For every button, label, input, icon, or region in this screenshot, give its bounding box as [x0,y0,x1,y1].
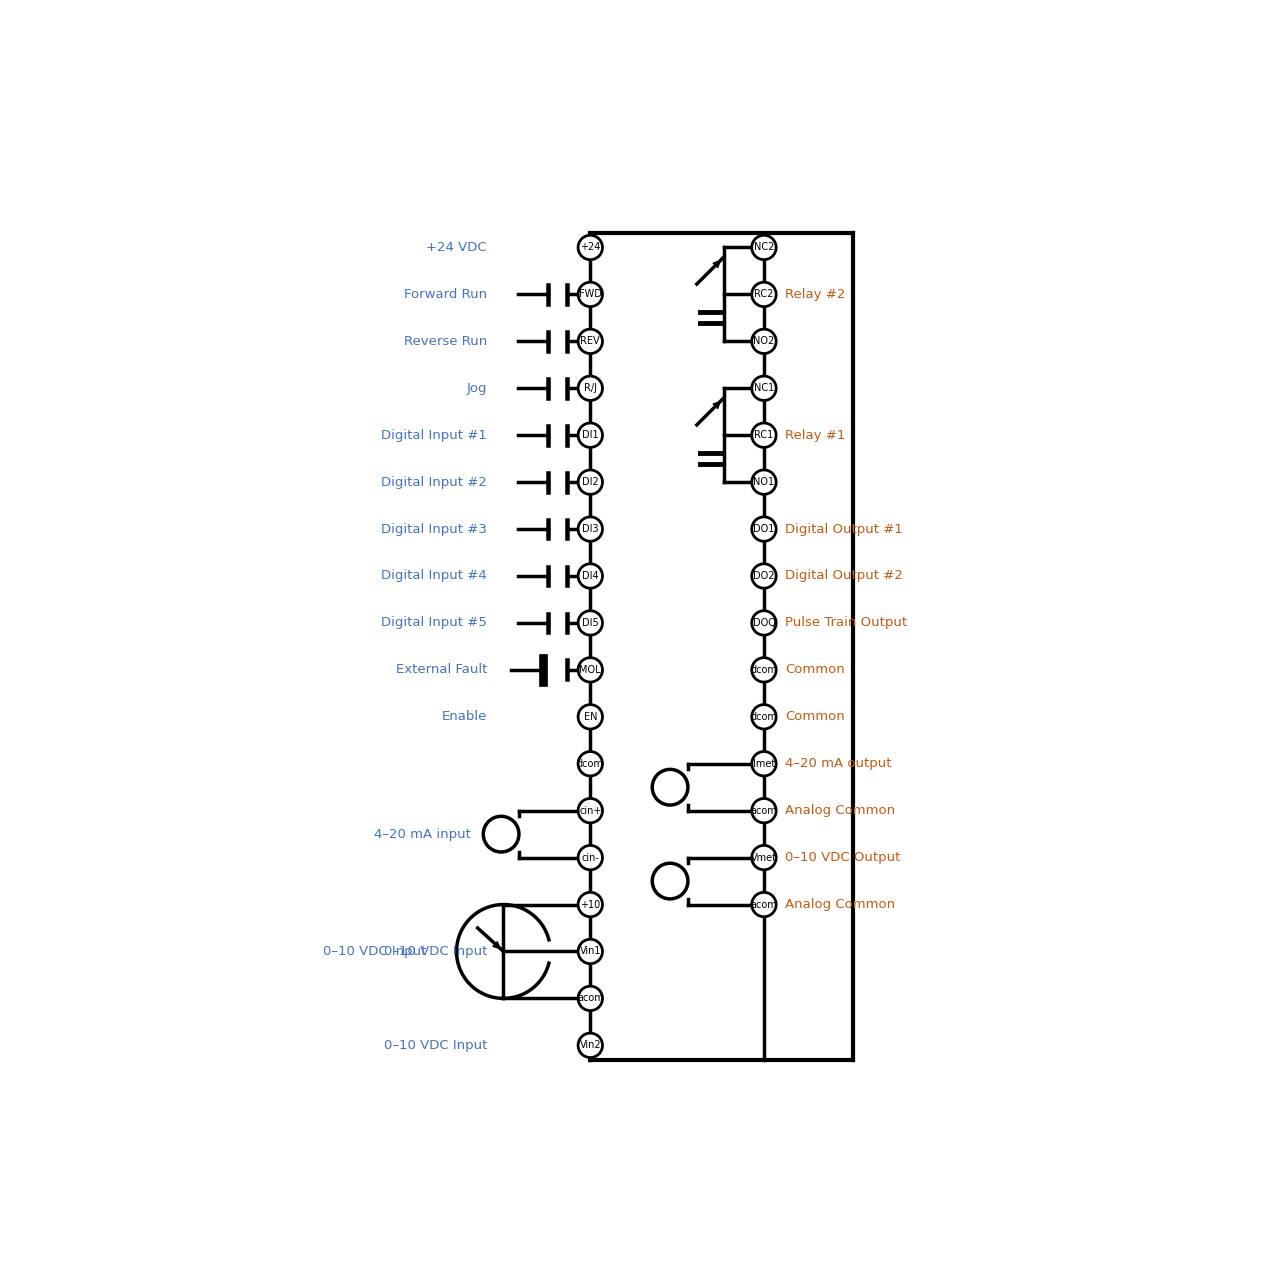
Circle shape [579,236,603,260]
Text: 4–20 mA output: 4–20 mA output [785,758,892,771]
Text: Analog Common: Analog Common [785,804,895,817]
Text: FWD: FWD [579,289,602,300]
Circle shape [751,658,776,682]
Circle shape [579,422,603,448]
Text: DO1: DO1 [753,524,774,534]
Text: DI2: DI2 [582,477,599,488]
Text: Digital Input #5: Digital Input #5 [381,617,488,630]
Circle shape [579,376,603,401]
Circle shape [653,769,687,805]
Circle shape [579,704,603,730]
Text: Common: Common [785,663,845,676]
Circle shape [579,517,603,541]
Text: Relay #2: Relay #2 [785,288,846,301]
Text: NC1: NC1 [754,383,774,393]
Text: RC1: RC1 [754,430,773,440]
Text: cin-: cin- [581,852,599,863]
Text: Digital Input #4: Digital Input #4 [381,570,488,582]
Circle shape [751,329,776,353]
Circle shape [579,845,603,870]
Text: acom: acom [577,993,604,1004]
Text: DI3: DI3 [582,524,599,534]
Text: Vin2: Vin2 [580,1041,602,1051]
Text: +10: +10 [580,900,600,910]
Circle shape [751,517,776,541]
Text: Forward Run: Forward Run [404,288,488,301]
Circle shape [751,892,776,916]
Text: dcom: dcom [750,664,777,675]
Circle shape [751,611,776,635]
Text: Digital Output #1: Digital Output #1 [785,522,902,535]
Text: Digital Output #2: Digital Output #2 [785,570,902,582]
Text: 0–10 VDC Input: 0–10 VDC Input [384,1039,488,1052]
Text: Pulse Train Output: Pulse Train Output [785,617,908,630]
Circle shape [751,845,776,870]
Circle shape [751,236,776,260]
Circle shape [579,892,603,916]
Text: Common: Common [785,710,845,723]
Text: 0–10 VDC Input: 0–10 VDC Input [384,945,488,957]
Text: Imet: Imet [753,759,776,769]
Text: NO1: NO1 [754,477,774,488]
Text: +24 VDC: +24 VDC [426,241,488,253]
Text: DI4: DI4 [582,571,599,581]
Text: R/J: R/J [584,383,596,393]
Text: Analog Common: Analog Common [785,899,895,911]
Circle shape [751,704,776,730]
Text: Enable: Enable [442,710,488,723]
Text: REV: REV [581,337,600,347]
Circle shape [579,470,603,494]
Text: acom: acom [750,900,777,910]
Text: Reverse Run: Reverse Run [403,335,488,348]
Circle shape [579,799,603,823]
Text: External Fault: External Fault [396,663,488,676]
Text: MOL: MOL [580,664,602,675]
Text: Digital Input #1: Digital Input #1 [381,429,488,442]
Text: Relay #1: Relay #1 [785,429,846,442]
Text: dcom: dcom [750,712,777,722]
Text: DI1: DI1 [582,430,599,440]
Text: 4–20 mA input: 4–20 mA input [374,828,471,841]
Text: Vin1: Vin1 [580,946,602,956]
Circle shape [751,282,776,307]
Circle shape [751,751,776,776]
Circle shape [579,563,603,589]
Text: 0–10 VDC Input: 0–10 VDC Input [323,945,426,957]
Circle shape [579,611,603,635]
Text: Digital Input #3: Digital Input #3 [381,522,488,535]
Circle shape [751,376,776,401]
Text: acom: acom [750,805,777,815]
Circle shape [751,799,776,823]
Circle shape [579,751,603,776]
Circle shape [579,986,603,1011]
Text: 0–10 VDC Output: 0–10 VDC Output [785,851,900,864]
Text: DI5: DI5 [582,618,599,628]
Text: Vmet: Vmet [751,852,777,863]
Text: RC2: RC2 [754,289,773,300]
Circle shape [751,422,776,448]
Text: cin+: cin+ [579,805,602,815]
Circle shape [653,863,687,899]
Text: Jog: Jog [466,381,488,394]
Circle shape [579,1033,603,1057]
Circle shape [751,470,776,494]
Circle shape [579,658,603,682]
Circle shape [579,940,603,964]
Circle shape [579,282,603,307]
Circle shape [484,817,518,852]
Text: NC2: NC2 [754,242,774,252]
Text: DOQ: DOQ [753,618,776,628]
Text: EN: EN [584,712,596,722]
Text: +24: +24 [580,242,600,252]
Circle shape [751,563,776,589]
Text: Digital Input #2: Digital Input #2 [381,476,488,489]
Text: NO2: NO2 [754,337,774,347]
Text: dcom: dcom [577,759,604,769]
Circle shape [579,329,603,353]
Text: DO2: DO2 [753,571,774,581]
